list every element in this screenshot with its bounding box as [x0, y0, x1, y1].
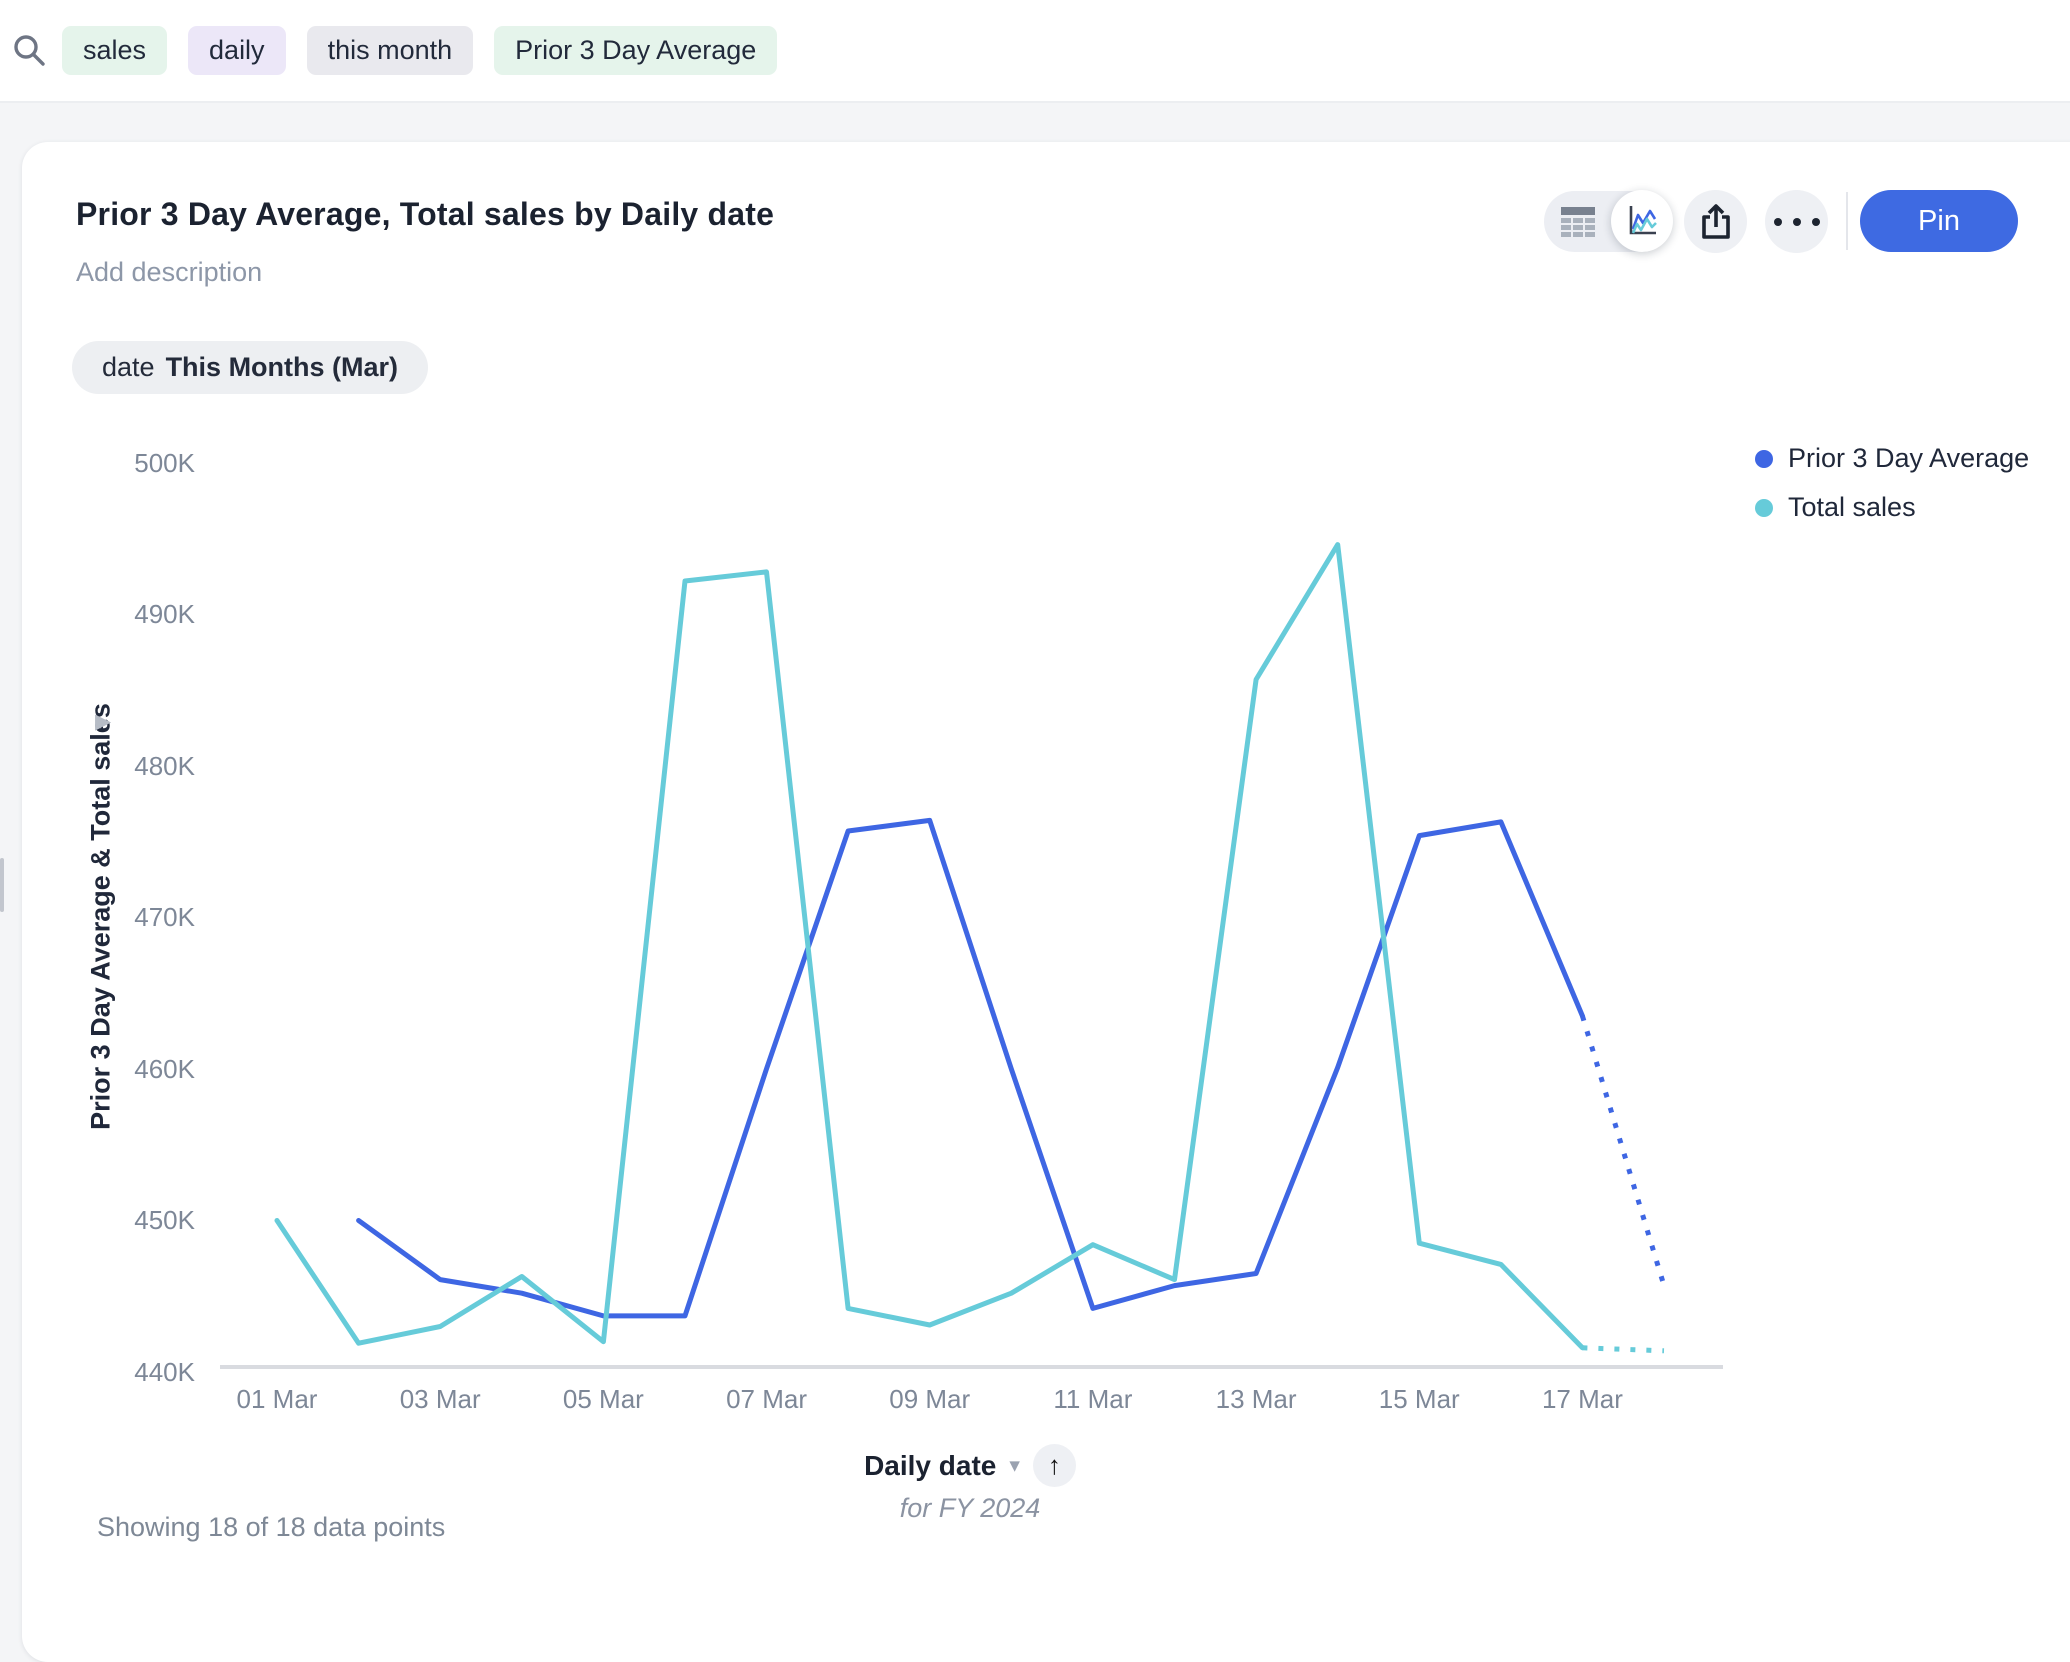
x-axis-title[interactable]: Daily date — [864, 1449, 997, 1481]
date-filter-chip[interactable]: date This Months (Mar) — [72, 341, 429, 394]
x-axis-tick: 17 Mar — [1541, 1384, 1623, 1414]
search-token[interactable]: Prior 3 Day Average — [494, 26, 778, 75]
legend-label: Prior 3 Day Average — [1788, 443, 2030, 473]
y-axis-tick: 480K — [134, 750, 195, 781]
filter-value: This Months (Mar) — [165, 352, 399, 382]
y-axis-tick: 440K — [134, 1357, 195, 1387]
chart-view-button[interactable] — [1611, 190, 1673, 252]
legend-dot — [1755, 498, 1773, 517]
y-axis-tick: 460K — [134, 1053, 195, 1084]
legend-dot — [1755, 449, 1773, 468]
add-description[interactable]: Add description — [76, 257, 263, 287]
x-axis-tick: 05 Mar — [562, 1384, 644, 1414]
pin-button[interactable]: Pin — [1860, 190, 2018, 252]
x-axis-title-group: Daily date ▾ ↑ for FY 2024 — [790, 1444, 1150, 1524]
search-token[interactable]: daily — [188, 26, 286, 75]
data-points-count: Showing 18 of 18 data points — [97, 1512, 446, 1542]
search-bar[interactable]: sales daily this month Prior 3 Day Average — [0, 0, 2070, 103]
y-axis-tick: 490K — [134, 599, 195, 630]
line-chart-icon — [1629, 206, 1657, 235]
toolbar-divider — [1846, 192, 1848, 250]
ellipsis-icon — [1773, 217, 1820, 226]
table-view-button[interactable] — [1560, 206, 1596, 238]
y-axis-tick: 450K — [134, 1205, 195, 1236]
search-token[interactable]: sales — [62, 26, 168, 75]
x-axis-tick: 15 Mar — [1378, 1384, 1460, 1414]
x-axis-tick: 09 Mar — [889, 1384, 971, 1414]
legend-item[interactable]: Total sales — [1755, 483, 2029, 532]
x-axis-tick: 11 Mar — [1053, 1384, 1133, 1414]
share-button[interactable] — [1684, 190, 1747, 253]
x-axis-tick: 03 Mar — [399, 1384, 481, 1414]
x-axis-subtitle: for FY 2024 — [899, 1493, 1041, 1523]
legend-item[interactable]: Prior 3 Day Average — [1755, 434, 2029, 483]
search-token[interactable]: this month — [306, 26, 474, 75]
x-axis-tick: 01 Mar — [236, 1384, 318, 1414]
panel-drag-handle[interactable] — [0, 858, 4, 912]
search-icon — [14, 34, 45, 66]
legend-label: Total sales — [1788, 492, 1916, 522]
chart-legend: Prior 3 Day Average Total sales — [1755, 434, 2029, 532]
chevron-down-icon[interactable]: ▾ — [1009, 1454, 1020, 1477]
y-axis-tick: 470K — [134, 902, 195, 933]
more-options-button[interactable] — [1765, 190, 1828, 253]
axis-expand-icon[interactable]: ▶ — [95, 710, 112, 733]
page-title: Prior 3 Day Average, Total sales by Dail… — [76, 196, 775, 232]
search-token-list: sales daily this month Prior 3 Day Average — [62, 26, 798, 75]
share-icon — [1701, 203, 1730, 239]
x-axis-tick: 13 Mar — [1215, 1384, 1297, 1414]
y-axis-tick: 500K — [134, 447, 195, 478]
filter-dimension: date — [102, 352, 155, 382]
sort-ascending-button[interactable]: ↑ — [1032, 1444, 1076, 1487]
x-axis-tick: 07 Mar — [726, 1384, 807, 1414]
